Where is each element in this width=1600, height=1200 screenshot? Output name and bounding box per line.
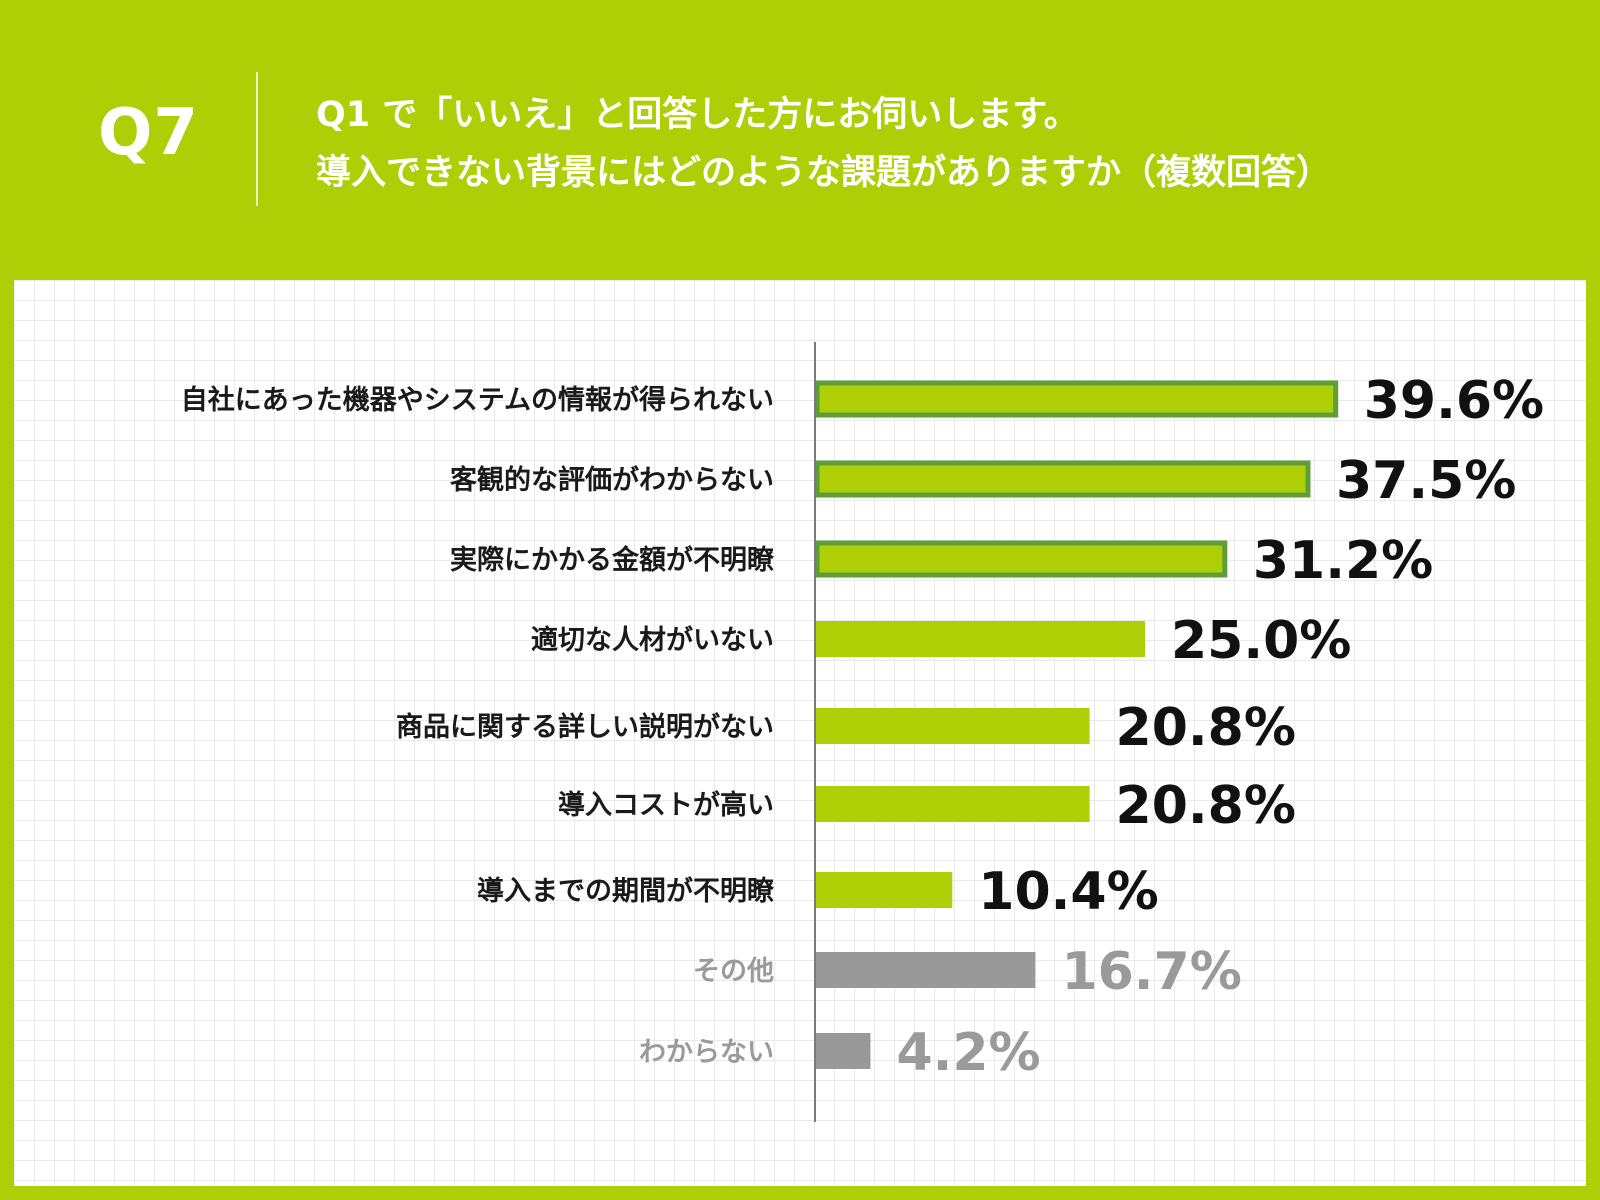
category-label: 自社にあった機器やシステムの情報が得られない bbox=[181, 384, 774, 416]
header-divider bbox=[256, 72, 258, 206]
bar-chart: 自社にあった機器やシステムの情報が得られない 39.6% 客観的な評価がわからない 3… bbox=[181, 342, 1544, 1122]
bar bbox=[815, 1033, 871, 1069]
category-label: 商品に関する詳しい説明がない bbox=[396, 711, 774, 743]
question-title-line1: Q1 で「いいえ」と回答した方にお伺いします。 bbox=[316, 95, 1079, 135]
bar bbox=[814, 460, 1311, 498]
bar bbox=[814, 380, 1339, 418]
value-label: 25.0% bbox=[1171, 611, 1351, 671]
chart-panel: 自社にあった機器やシステムの情報が得られない 39.6% 客観的な評価がわからない 3… bbox=[14, 280, 1586, 1186]
value-label: 39.6% bbox=[1364, 371, 1544, 431]
value-label: 20.8% bbox=[1116, 776, 1296, 836]
value-label: 10.4% bbox=[978, 862, 1158, 922]
bar bbox=[815, 952, 1036, 988]
bar bbox=[815, 872, 953, 908]
bar bbox=[815, 621, 1145, 657]
bar bbox=[815, 786, 1090, 822]
category-label: 導入コストが高い bbox=[558, 789, 774, 821]
value-label: 16.7% bbox=[1061, 942, 1241, 1002]
category-label: 実際にかかる金額が不明瞭 bbox=[450, 544, 775, 576]
category-label: わからない bbox=[639, 1037, 774, 1068]
question-number: Q7 bbox=[98, 96, 199, 170]
value-label: 4.2% bbox=[896, 1023, 1040, 1083]
category-label: 導入までの期間が不明瞭 bbox=[477, 875, 775, 907]
value-label: 20.8% bbox=[1116, 698, 1296, 758]
header: Q7 Q1 で「いいえ」と回答した方にお伺いします。 導入できない背景にはどのよ… bbox=[0, 0, 1600, 280]
category-label: 客観的な評価がわからない bbox=[450, 464, 774, 496]
category-label: 適切な人材がいない bbox=[531, 624, 774, 656]
bar bbox=[814, 540, 1228, 578]
category-label: その他 bbox=[693, 956, 774, 987]
question-title-line2: 導入できない背景にはどのような課題がありますか（複数回答） bbox=[316, 153, 1332, 193]
value-label: 37.5% bbox=[1336, 451, 1516, 511]
bar bbox=[815, 708, 1090, 744]
value-label: 31.2% bbox=[1253, 531, 1433, 591]
